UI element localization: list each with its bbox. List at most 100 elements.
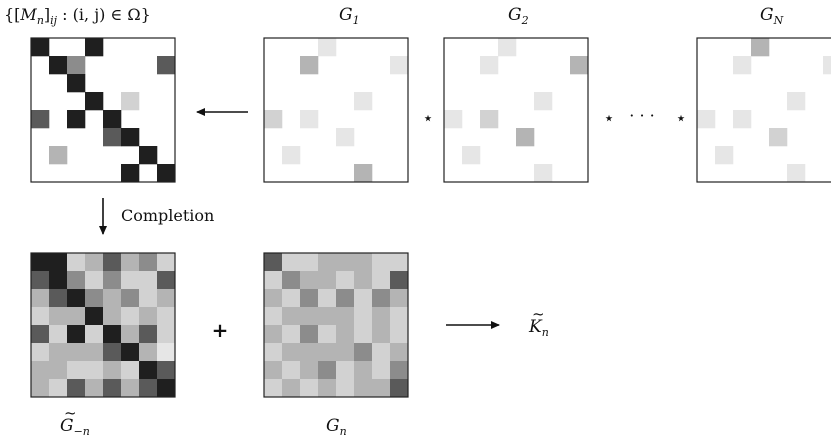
matrix-cell (67, 379, 86, 398)
matrix-cell (354, 361, 373, 380)
matrix-cell (31, 38, 50, 57)
matrix-cell (264, 253, 283, 272)
matrix-cell (444, 110, 463, 129)
matrix-frame (30, 37, 176, 183)
matrix-cell (823, 56, 831, 75)
matrix-cell (390, 325, 409, 344)
matrix-cell (300, 379, 319, 398)
matrix-cell (31, 361, 50, 380)
matrix-cell (300, 361, 319, 380)
matrix-cell (282, 307, 301, 326)
matrix-cell (49, 289, 68, 308)
matrix-cell (121, 253, 140, 272)
matrix-cell (318, 271, 337, 290)
matrix-cell (733, 110, 752, 129)
matrix-cell (336, 379, 355, 398)
matrix-cell (103, 128, 122, 147)
matrix-cell (336, 271, 355, 290)
matrix-cell (139, 146, 158, 165)
matrix-cell (31, 307, 50, 326)
matrix-cell (139, 253, 158, 272)
matrix-cell (282, 253, 301, 272)
gN-matrix (696, 37, 831, 183)
matrix-cell (67, 74, 86, 93)
observed-entries-label: {[Mn]ij : (i, j) ∈ Ω} (4, 5, 151, 27)
matrix-cell (121, 92, 140, 111)
matrix-cell (300, 271, 319, 290)
matrix-cell (31, 253, 50, 272)
matrix-cell (282, 343, 301, 362)
matrix-cell (31, 271, 50, 290)
matrix-cell (49, 361, 68, 380)
matrix-cell (85, 271, 104, 290)
gn-matrix (263, 252, 409, 398)
matrix-cell (85, 361, 104, 380)
matrix-cell (264, 110, 283, 129)
matrix-cell (264, 379, 283, 398)
matrix-cell (67, 361, 86, 380)
matrix-cell (282, 379, 301, 398)
matrix-cell (318, 343, 337, 362)
matrix-cell (354, 307, 373, 326)
matrix-cell (300, 56, 319, 75)
matrix-cell (372, 379, 391, 398)
g2-label: G2 (508, 5, 529, 27)
matrix-cell (354, 253, 373, 272)
matrix-cell (336, 361, 355, 380)
g1-label: G1 (339, 5, 360, 27)
matrix-cell (85, 92, 104, 111)
matrix-cell (336, 253, 355, 272)
matrix-cell (570, 56, 589, 75)
matrix-cell (390, 361, 409, 380)
matrix-cell (372, 325, 391, 344)
matrix-frame (443, 37, 589, 183)
matrix-cell (372, 253, 391, 272)
matrix-cell (318, 253, 337, 272)
matrix-cell (354, 164, 373, 183)
matrix-cell (139, 361, 158, 380)
matrix-cell (157, 289, 176, 308)
matrix-cell (390, 289, 409, 308)
matrix-cell (372, 343, 391, 362)
matrix-cell (157, 325, 176, 344)
star-operator-2: ⋆ (603, 108, 614, 129)
k-n-tilde: ~ (532, 305, 545, 323)
matrix-cell (67, 56, 86, 75)
matrix-cell (390, 307, 409, 326)
matrix-cell (67, 110, 86, 129)
matrix-cell (85, 379, 104, 398)
matrix-cell (67, 271, 86, 290)
matrix-cell (103, 325, 122, 344)
matrix-cell (264, 289, 283, 308)
matrix-cell (390, 253, 409, 272)
matrix-cell (300, 325, 319, 344)
matrix-cell (49, 343, 68, 362)
matrix-cell (264, 271, 283, 290)
matrix-cell (300, 110, 319, 129)
matrix-cell (157, 56, 176, 75)
matrix-cell (67, 289, 86, 308)
matrix-cell (480, 110, 499, 129)
matrix-cell (390, 343, 409, 362)
matrix-frame (263, 252, 409, 398)
matrix-cell (121, 361, 140, 380)
matrix-cell (103, 343, 122, 362)
matrix-cell (103, 307, 122, 326)
matrix-cell (85, 343, 104, 362)
matrix-cell (390, 271, 409, 290)
g-minus-n-label: ~ G−n (60, 404, 90, 438)
matrix-cell (372, 271, 391, 290)
g2-matrix (443, 37, 589, 183)
matrix-cell (49, 271, 68, 290)
matrix-cell (354, 325, 373, 344)
g1-matrix (263, 37, 409, 183)
g-minus-n-symbol: G−n (60, 416, 90, 438)
completion-label: Completion (121, 206, 214, 225)
matrix-cell (121, 307, 140, 326)
matrix-cell (31, 325, 50, 344)
matrix-cell (372, 289, 391, 308)
matrix-cell (697, 110, 716, 129)
matrix-cell (103, 271, 122, 290)
matrix-cell (733, 56, 752, 75)
